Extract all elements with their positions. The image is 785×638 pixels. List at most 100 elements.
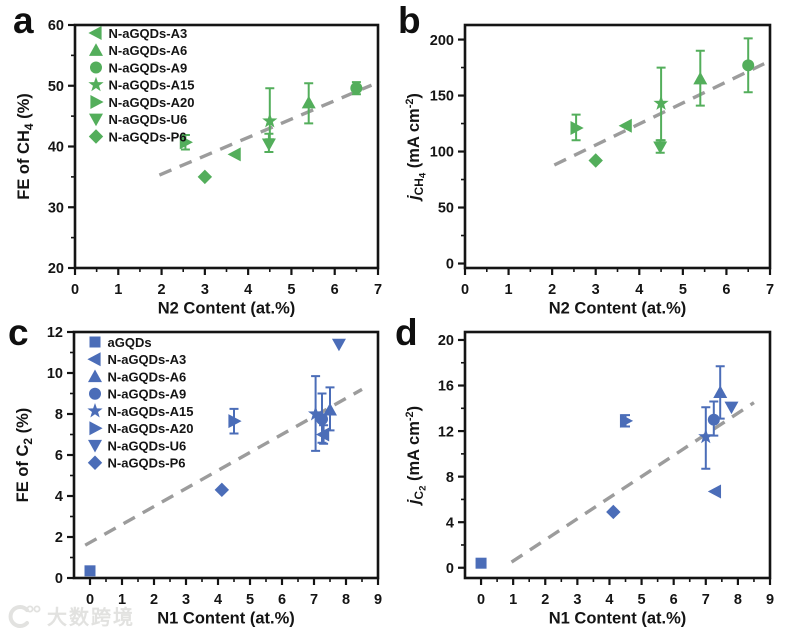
x-tick-label: 3 (592, 282, 600, 298)
x-tick-label: 3 (182, 592, 190, 608)
x-tick-label: 7 (310, 592, 318, 608)
panel-label-b: b (398, 0, 421, 41)
y-tick-label: 2 (55, 530, 63, 546)
legend-label: aGQDs (108, 335, 152, 350)
data-point-N-aGQDs-A6 (693, 71, 708, 85)
plot-frame (463, 330, 772, 580)
y-tick-label: 40 (48, 140, 64, 156)
x-tick-label: 0 (71, 282, 79, 298)
y-tick-label: 12 (47, 325, 63, 341)
legend-label: N-aGQDs-A3 (109, 26, 188, 41)
data-point-N-aGQDs-A6 (713, 385, 728, 398)
y-tick-label: 8 (446, 470, 454, 486)
x-tick-label: 5 (287, 282, 295, 298)
x-tick-label: 1 (118, 592, 126, 608)
legend-label: N-aGQDs-A20 (109, 95, 195, 110)
x-tick-label: 7 (374, 282, 382, 298)
data-point-aGQDs (475, 557, 487, 569)
legend-marker-icon (89, 387, 101, 400)
x-axis-title: N1 Content (at.%) (157, 610, 295, 628)
y-tick-label: 4 (55, 489, 63, 505)
legend-label: N-aGQDs-A9 (108, 387, 187, 402)
x-tick-label: 2 (150, 592, 158, 608)
x-tick-label: 4 (605, 592, 613, 608)
legend-label: N-aGQDs-U6 (108, 438, 187, 453)
y-tick-label: 10 (47, 366, 63, 382)
y-axis-title: FE of CH4 (%) (15, 93, 36, 200)
data-point-N-aGQDs-A3 (316, 427, 330, 442)
x-axis-title: N2 Content (at.%) (158, 300, 296, 318)
data-point-N-aGQDs-U6 (261, 138, 276, 152)
x-axis-title: N1 Content (at.%) (549, 610, 687, 628)
legend-marker-icon (88, 439, 102, 453)
data-point-N-aGQDs-A9 (350, 82, 363, 95)
y-tick-label: 16 (438, 379, 454, 395)
x-tick-label: 4 (244, 282, 252, 298)
data-point-N-aGQDs-A3 (618, 118, 632, 133)
y-tick-label: 20 (438, 333, 454, 349)
watermark-text: 大数跨境 (47, 607, 135, 629)
y-tick-label: 20 (48, 261, 64, 277)
x-tick-label: 1 (505, 282, 513, 298)
y-tick-label: 200 (430, 33, 454, 49)
trend-line (510, 401, 755, 564)
legend: aGQDs N-aGQDs-A3 N-aGQDs-A6 N-aGQDs-A9 N-aGQ… (87, 335, 193, 471)
data-point-N-aGQDs-A20 (570, 121, 584, 136)
trend-line (158, 83, 373, 177)
x-tick-label: 1 (114, 282, 122, 298)
data-point-N-aGQDs-P6 (606, 504, 621, 520)
legend-label: N-aGQDs-P6 (109, 129, 187, 144)
legend: N-aGQDs-A3 N-aGQDs-A6 N-aGQDs-A9 N-aGQDs-A1… (88, 26, 195, 144)
legend-label: N-aGQDs-A20 (108, 421, 194, 436)
data-point-N-aGQDs-A3 (707, 484, 722, 499)
legend-label: N-aGQDs-A9 (109, 60, 188, 75)
data-point-N-aGQDs-A9 (316, 413, 328, 426)
data-point-N-aGQDs-A15 (307, 406, 324, 421)
data-point-N-aGQDs-A15 (698, 428, 714, 444)
data-point-N-aGQDs-A20 (619, 413, 634, 428)
x-tick-label: 1 (509, 592, 517, 608)
x-tick-label: 6 (331, 282, 339, 298)
y-axis-title: jCH4 (mA cm-2) (404, 93, 429, 202)
y-tick-label: 100 (430, 145, 454, 161)
legend-label: N-aGQDs-A6 (109, 43, 188, 58)
x-tick-label: 6 (722, 282, 730, 298)
data-point-N-aGQDs-A9 (707, 413, 720, 426)
legend-label: N-aGQDs-U6 (109, 112, 188, 127)
data-point-N-aGQDs-P6 (214, 482, 230, 498)
x-tick-label: 8 (734, 592, 742, 608)
y-tick-label: 0 (55, 571, 63, 587)
legend-label: N-aGQDs-A3 (108, 352, 187, 367)
panel-label-a: a (13, 0, 34, 41)
x-tick-label: 2 (541, 592, 549, 608)
data-point-N-aGQDs-U6 (724, 401, 739, 415)
panel-label-c: c (8, 312, 29, 353)
data-point-N-aGQDs-A6 (323, 402, 337, 416)
legend-label: N-aGQDs-P6 (108, 456, 186, 471)
y-tick-label: 0 (446, 257, 454, 273)
x-tick-label: 4 (635, 282, 643, 298)
legend-marker-icon (88, 26, 102, 40)
x-tick-label: 8 (342, 592, 350, 608)
y-tick-label: 50 (48, 79, 64, 95)
y-tick-label: 60 (48, 18, 64, 34)
y-tick-label: 0 (446, 561, 454, 577)
x-tick-label: 5 (679, 282, 687, 298)
x-tick-label: 7 (766, 282, 774, 298)
x-tick-label: 3 (201, 282, 209, 298)
y-tick-label: 6 (55, 448, 63, 464)
x-tick-label: 2 (158, 282, 166, 298)
legend-marker-icon (88, 369, 102, 383)
data-point-N-aGQDs-A15 (262, 112, 278, 128)
legend-marker-icon (87, 455, 103, 470)
data-point-N-aGQDs-A3 (227, 147, 241, 162)
x-tick-label: 5 (246, 592, 254, 608)
y-tick-label: 30 (48, 200, 64, 216)
legend-marker-icon (88, 76, 104, 92)
x-tick-label: 3 (573, 592, 581, 608)
data-point-N-aGQDs-A20 (228, 414, 242, 429)
legend-label: N-aGQDs-A15 (108, 404, 194, 419)
x-tick-label: 6 (670, 592, 678, 608)
